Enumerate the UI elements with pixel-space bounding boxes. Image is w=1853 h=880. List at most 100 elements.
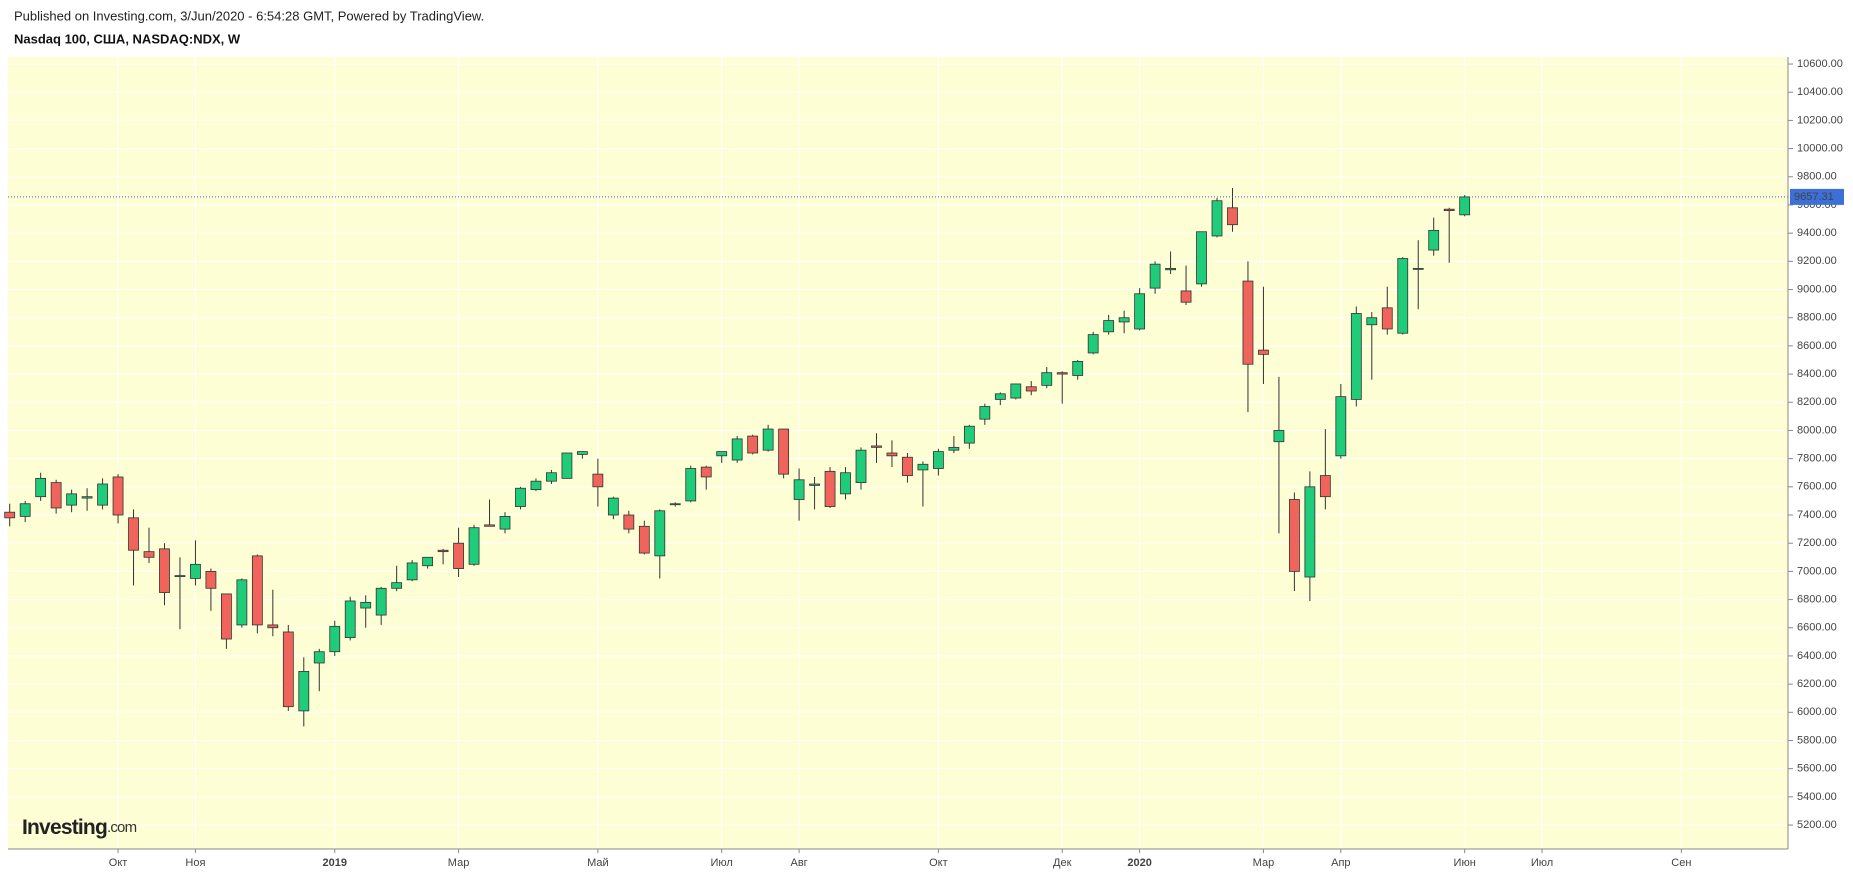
candle-body [499, 516, 511, 530]
candle-body [313, 651, 325, 664]
candle-body [267, 624, 279, 629]
y-tick-label: 9400.00 [1797, 227, 1837, 239]
candle-body [422, 556, 434, 567]
candle-body [205, 570, 217, 589]
candle-body [1087, 334, 1099, 354]
candle-body [824, 470, 836, 507]
candle-body [1227, 207, 1238, 226]
candle-body [778, 428, 790, 475]
candle-body [1056, 372, 1068, 375]
y-tick-label: 6200.00 [1797, 678, 1837, 690]
candle-body [809, 483, 820, 486]
candle-body [35, 477, 47, 498]
candle-body [747, 435, 759, 454]
candle-body [128, 517, 139, 551]
y-tick-label: 6000.00 [1797, 706, 1837, 718]
y-tick-label: 7200.00 [1797, 537, 1837, 549]
candle-body [1180, 290, 1192, 303]
candle-body [1072, 360, 1084, 376]
candle-body [1412, 267, 1424, 270]
x-tick-label: Апр [1331, 857, 1350, 869]
candle-body [1459, 196, 1471, 216]
x-tick-label: Ноя [185, 857, 205, 869]
x-tick-label: Окт [929, 857, 948, 869]
candle-body [1366, 317, 1378, 326]
candle-body [515, 487, 526, 507]
logo-suffix: .com [107, 819, 137, 836]
candle-body [731, 438, 743, 461]
x-tick-label: Мар [1253, 857, 1275, 869]
candles [4, 188, 1788, 727]
y-tick-label: 9000.00 [1797, 283, 1837, 295]
y-tick-label: 10000.00 [1797, 143, 1843, 155]
candle-body [592, 473, 604, 488]
candle-body [1242, 280, 1254, 365]
candle-body [97, 483, 108, 506]
y-tick-label: 7800.00 [1797, 453, 1837, 465]
candle-body [220, 593, 232, 640]
candle-body [685, 468, 697, 502]
x-tick-label: Июн [1454, 857, 1476, 869]
y-tick-label: 6600.00 [1797, 622, 1837, 634]
x-tick-label: Июл [711, 857, 733, 869]
y-tick-label: 10200.00 [1797, 114, 1843, 126]
candle-body [1397, 258, 1409, 334]
candle-body [4, 511, 16, 519]
y-tick-label: 7000.00 [1797, 565, 1837, 577]
logo-main: Investing [22, 816, 107, 839]
y-tick-label: 7400.00 [1797, 509, 1837, 521]
candle-body [948, 446, 960, 451]
y-tick-label: 9800.00 [1797, 171, 1837, 183]
candle-body [329, 625, 341, 653]
candle-body [886, 452, 898, 457]
candle-body [1134, 293, 1146, 330]
candle-body [607, 497, 619, 516]
candle-body [1381, 307, 1393, 330]
x-tick-label: Сен [1671, 857, 1691, 869]
y-tick-label: 10600.00 [1797, 58, 1843, 70]
candle-body [623, 514, 635, 530]
candle-body [700, 466, 712, 478]
candle-body [546, 472, 557, 482]
y-tick-label: 8400.00 [1797, 368, 1837, 380]
candle-body [81, 496, 93, 499]
x-tick-label: 2019 [323, 857, 347, 869]
last-price-box [1790, 188, 1844, 205]
y-tick-label: 9200.00 [1797, 255, 1837, 267]
candle-body [576, 451, 588, 455]
candle-body [391, 582, 403, 589]
candle-body [994, 393, 1006, 400]
candle-body [344, 600, 356, 639]
candle-body [174, 575, 186, 578]
candle-body [979, 406, 991, 420]
chart-title: Nasdaq 100, США, NASDAQ:NDX, W [14, 31, 241, 46]
y-tick-label: 5800.00 [1797, 734, 1837, 746]
y-tick-label: 6800.00 [1797, 593, 1837, 605]
candle-body [484, 524, 495, 527]
candle-body [561, 452, 573, 479]
x-tick-label: Июл [1531, 857, 1553, 869]
y-tick-label: 6400.00 [1797, 650, 1837, 662]
candle-body [963, 425, 975, 444]
candle-body [716, 451, 728, 457]
y-tick-label: 7600.00 [1797, 481, 1837, 493]
candle-body [1273, 430, 1285, 443]
y-tick-label: 8200.00 [1797, 396, 1837, 408]
candle-body [468, 527, 480, 565]
candle-body [190, 563, 201, 579]
candle-body [282, 631, 294, 708]
candle-body [1258, 349, 1269, 355]
candle-body [1350, 313, 1362, 400]
candle-body [1211, 200, 1223, 237]
candle-body [932, 451, 944, 469]
grid [8, 57, 1788, 849]
candle-body [375, 587, 387, 616]
candle-body [530, 480, 542, 491]
candle-body [840, 472, 851, 495]
x-tick-label: Мар [448, 857, 470, 869]
candle-body [1319, 475, 1331, 498]
candle-body [143, 551, 155, 558]
candle-body [871, 445, 882, 448]
candle-body [50, 482, 62, 509]
